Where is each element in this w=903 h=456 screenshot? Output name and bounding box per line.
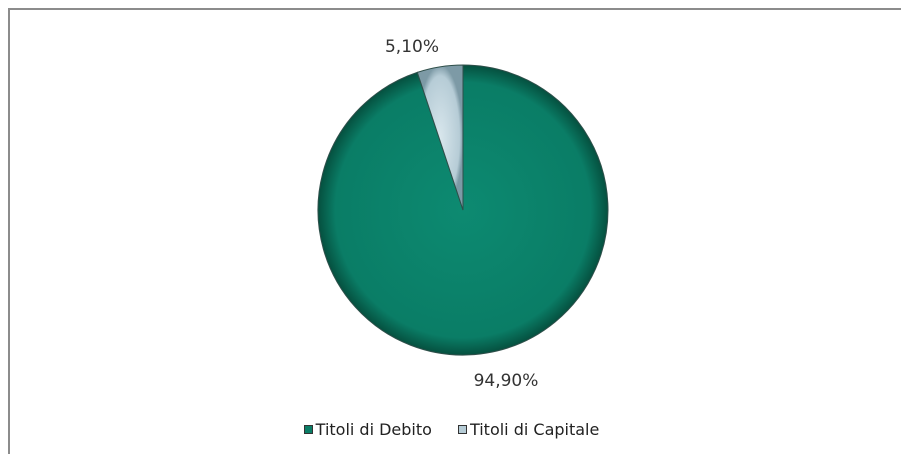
legend-label-capitale: Titoli di Capitale bbox=[469, 420, 600, 439]
legend-swatch-capitale bbox=[457, 425, 467, 434]
data-label-titoli-di-debito: 94,90% bbox=[474, 371, 539, 391]
legend-item-titoli-di-debito: Titoli di Debito bbox=[303, 420, 432, 439]
legend-item-titoli-di-capitale: Titoli di Capitale bbox=[457, 420, 600, 439]
pie-slice-titoli-di-capitale bbox=[416, 64, 464, 211]
legend-swatch-debito bbox=[303, 425, 313, 434]
legend-label-debito: Titoli di Debito bbox=[315, 420, 432, 439]
data-label-titoli-di-capitale: 5,10% bbox=[385, 37, 439, 57]
legend: Titoli di Debito Titoli di Capitale bbox=[0, 420, 903, 439]
